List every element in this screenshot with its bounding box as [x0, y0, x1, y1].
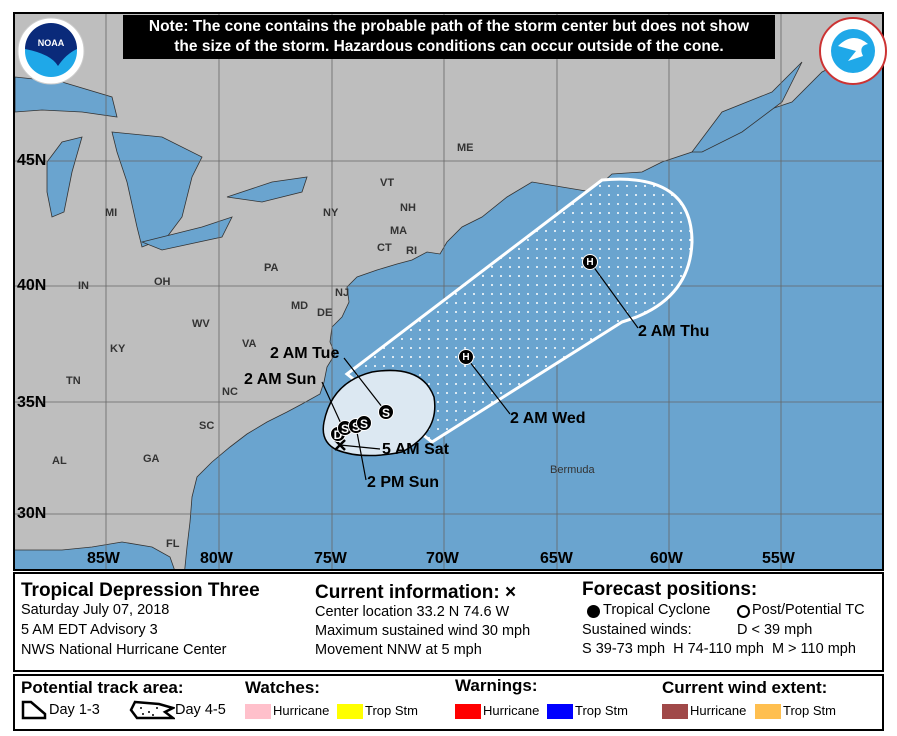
- svg-text:NOAA: NOAA: [38, 38, 65, 48]
- legend-panel: Potential track area: Day 1-3 Day 4-5 Wa…: [13, 674, 884, 731]
- hurricane-wind-label: Hurricane: [690, 703, 747, 718]
- forecast-time-label: 2 AM Sun: [244, 371, 317, 388]
- lon-label: 80W: [200, 550, 233, 567]
- shm-thresholds: S 39-73 mph H 74-110 mph M > 110 mph: [582, 641, 856, 657]
- state-label: NY: [323, 207, 339, 219]
- state-label: SC: [199, 420, 215, 432]
- hurricane-watch-label: Hurricane: [273, 703, 330, 718]
- state-label: KY: [110, 343, 126, 355]
- lon-label: 70W: [426, 550, 459, 567]
- hurricane-wind-swatch: [662, 704, 688, 719]
- state-label: VA: [242, 338, 257, 350]
- state-label: VT: [380, 177, 395, 189]
- lon-label: 55W: [762, 550, 795, 567]
- open-circle-icon: [737, 605, 750, 618]
- advisory: 5 AM EDT Advisory 3: [21, 622, 158, 638]
- sustained-label: Sustained winds:: [582, 622, 692, 638]
- tc-legend: Tropical Cyclone: [603, 602, 711, 618]
- map: 45N 40N 35N 30N 85W 80W 75W 70W 65W 60W 55W ME VT NH N…: [13, 12, 884, 571]
- track-area-title: Potential track area:: [21, 678, 184, 697]
- label-leader-lines: [321, 261, 639, 481]
- state-label: DE: [317, 307, 333, 319]
- state-label: RI: [406, 245, 417, 257]
- lat-label: 35N: [17, 394, 47, 411]
- forecast-position-marker: H: [458, 349, 474, 365]
- forecast-title: Forecast positions:: [582, 579, 758, 600]
- state-label: TN: [66, 375, 81, 387]
- state-label: OH: [154, 276, 171, 288]
- state-label: AL: [52, 455, 67, 467]
- warnings-title: Warnings:: [455, 676, 538, 695]
- day1-3-label: Day 1-3: [49, 702, 100, 718]
- noaa-logo: NOAA: [17, 17, 85, 85]
- forecast-time-label: 2 AM Wed: [510, 410, 586, 427]
- storm-name: Tropical Depression Three: [21, 580, 260, 601]
- storm-date: Saturday July 07, 2018: [21, 602, 170, 618]
- day4-5-cone-icon: [129, 700, 175, 720]
- forecast-time-label: 2 PM Sun: [367, 474, 440, 491]
- lon-label: 65W: [540, 550, 573, 567]
- lat-label: 45N: [17, 152, 47, 169]
- state-label: FL: [166, 538, 180, 550]
- current-info-title: Current information: ×: [315, 582, 517, 603]
- state-label: MA: [390, 225, 408, 237]
- note-line-1: Note: The cone contains the probable pat…: [148, 18, 750, 35]
- day4-5-label: Day 4-5: [175, 702, 226, 718]
- state-label: NC: [222, 386, 238, 398]
- center-location: Center location 33.2 N 74.6 W: [315, 604, 510, 620]
- cone-note: Note: The cone contains the probable pat…: [123, 15, 775, 59]
- issuer: NWS National Hurricane Center: [21, 642, 227, 658]
- hurricane-warning-label: Hurricane: [483, 703, 540, 718]
- forecast-time-label: 5 AM Sat: [382, 441, 449, 458]
- state-label: CT: [377, 242, 392, 254]
- lon-label: 75W: [314, 550, 347, 567]
- hurricane-watch-swatch: [245, 704, 271, 719]
- tropstm-warning-swatch: [547, 704, 573, 719]
- lon-label: 60W: [650, 550, 683, 567]
- state-label: NJ: [335, 287, 350, 299]
- max-wind: Maximum sustained wind 30 mph: [315, 623, 531, 639]
- lon-label: 85W: [87, 550, 120, 567]
- lat-label: 40N: [17, 277, 47, 294]
- state-label: IN: [78, 280, 89, 292]
- tropstm-warning-label: Trop Stm: [575, 703, 628, 718]
- state-label: ME: [457, 142, 474, 154]
- wind-extent-title: Current wind extent:: [662, 678, 828, 697]
- movement: Movement NNW at 5 mph: [315, 642, 482, 658]
- forecast-time-label: 2 AM Tue: [270, 345, 340, 362]
- day1-3-cone-icon: [21, 700, 47, 720]
- bermuda-label: Bermuda: [550, 464, 595, 476]
- watches-title: Watches:: [245, 678, 320, 697]
- map-canvas: [15, 14, 882, 569]
- north-america-land: [15, 14, 882, 569]
- lat-label: 30N: [17, 505, 47, 522]
- forecast-position-marker: S: [356, 415, 372, 431]
- gulf-st-lawrence: [691, 61, 803, 153]
- d-threshold: D < 39 mph: [737, 622, 813, 638]
- note-line-2: the size of the storm. Hazardous conditi…: [174, 38, 724, 55]
- state-label: NH: [400, 202, 416, 214]
- tropstm-watch-label: Trop Stm: [365, 703, 418, 718]
- state-label: PA: [264, 262, 279, 274]
- hurricane-warning-swatch: [455, 704, 481, 719]
- ptc-legend: Post/Potential TC: [752, 602, 865, 618]
- tropstm-wind-label: Trop Stm: [783, 703, 836, 718]
- cone-day4-5: [344, 177, 694, 444]
- nws-logo: [819, 17, 887, 85]
- filled-circle-icon: [587, 605, 600, 618]
- info-panel: Tropical Depression Three Saturday July …: [13, 572, 884, 672]
- state-label: MI: [105, 207, 118, 219]
- state-label: GA: [143, 453, 160, 465]
- tropstm-wind-swatch: [755, 704, 781, 719]
- tropstm-watch-swatch: [337, 704, 363, 719]
- forecast-time-label: 2 AM Thu: [638, 323, 710, 340]
- state-label: WV: [192, 318, 210, 330]
- forecast-position-marker: S: [378, 404, 394, 420]
- forecast-position-marker: H: [582, 254, 598, 270]
- state-label: MD: [291, 300, 309, 312]
